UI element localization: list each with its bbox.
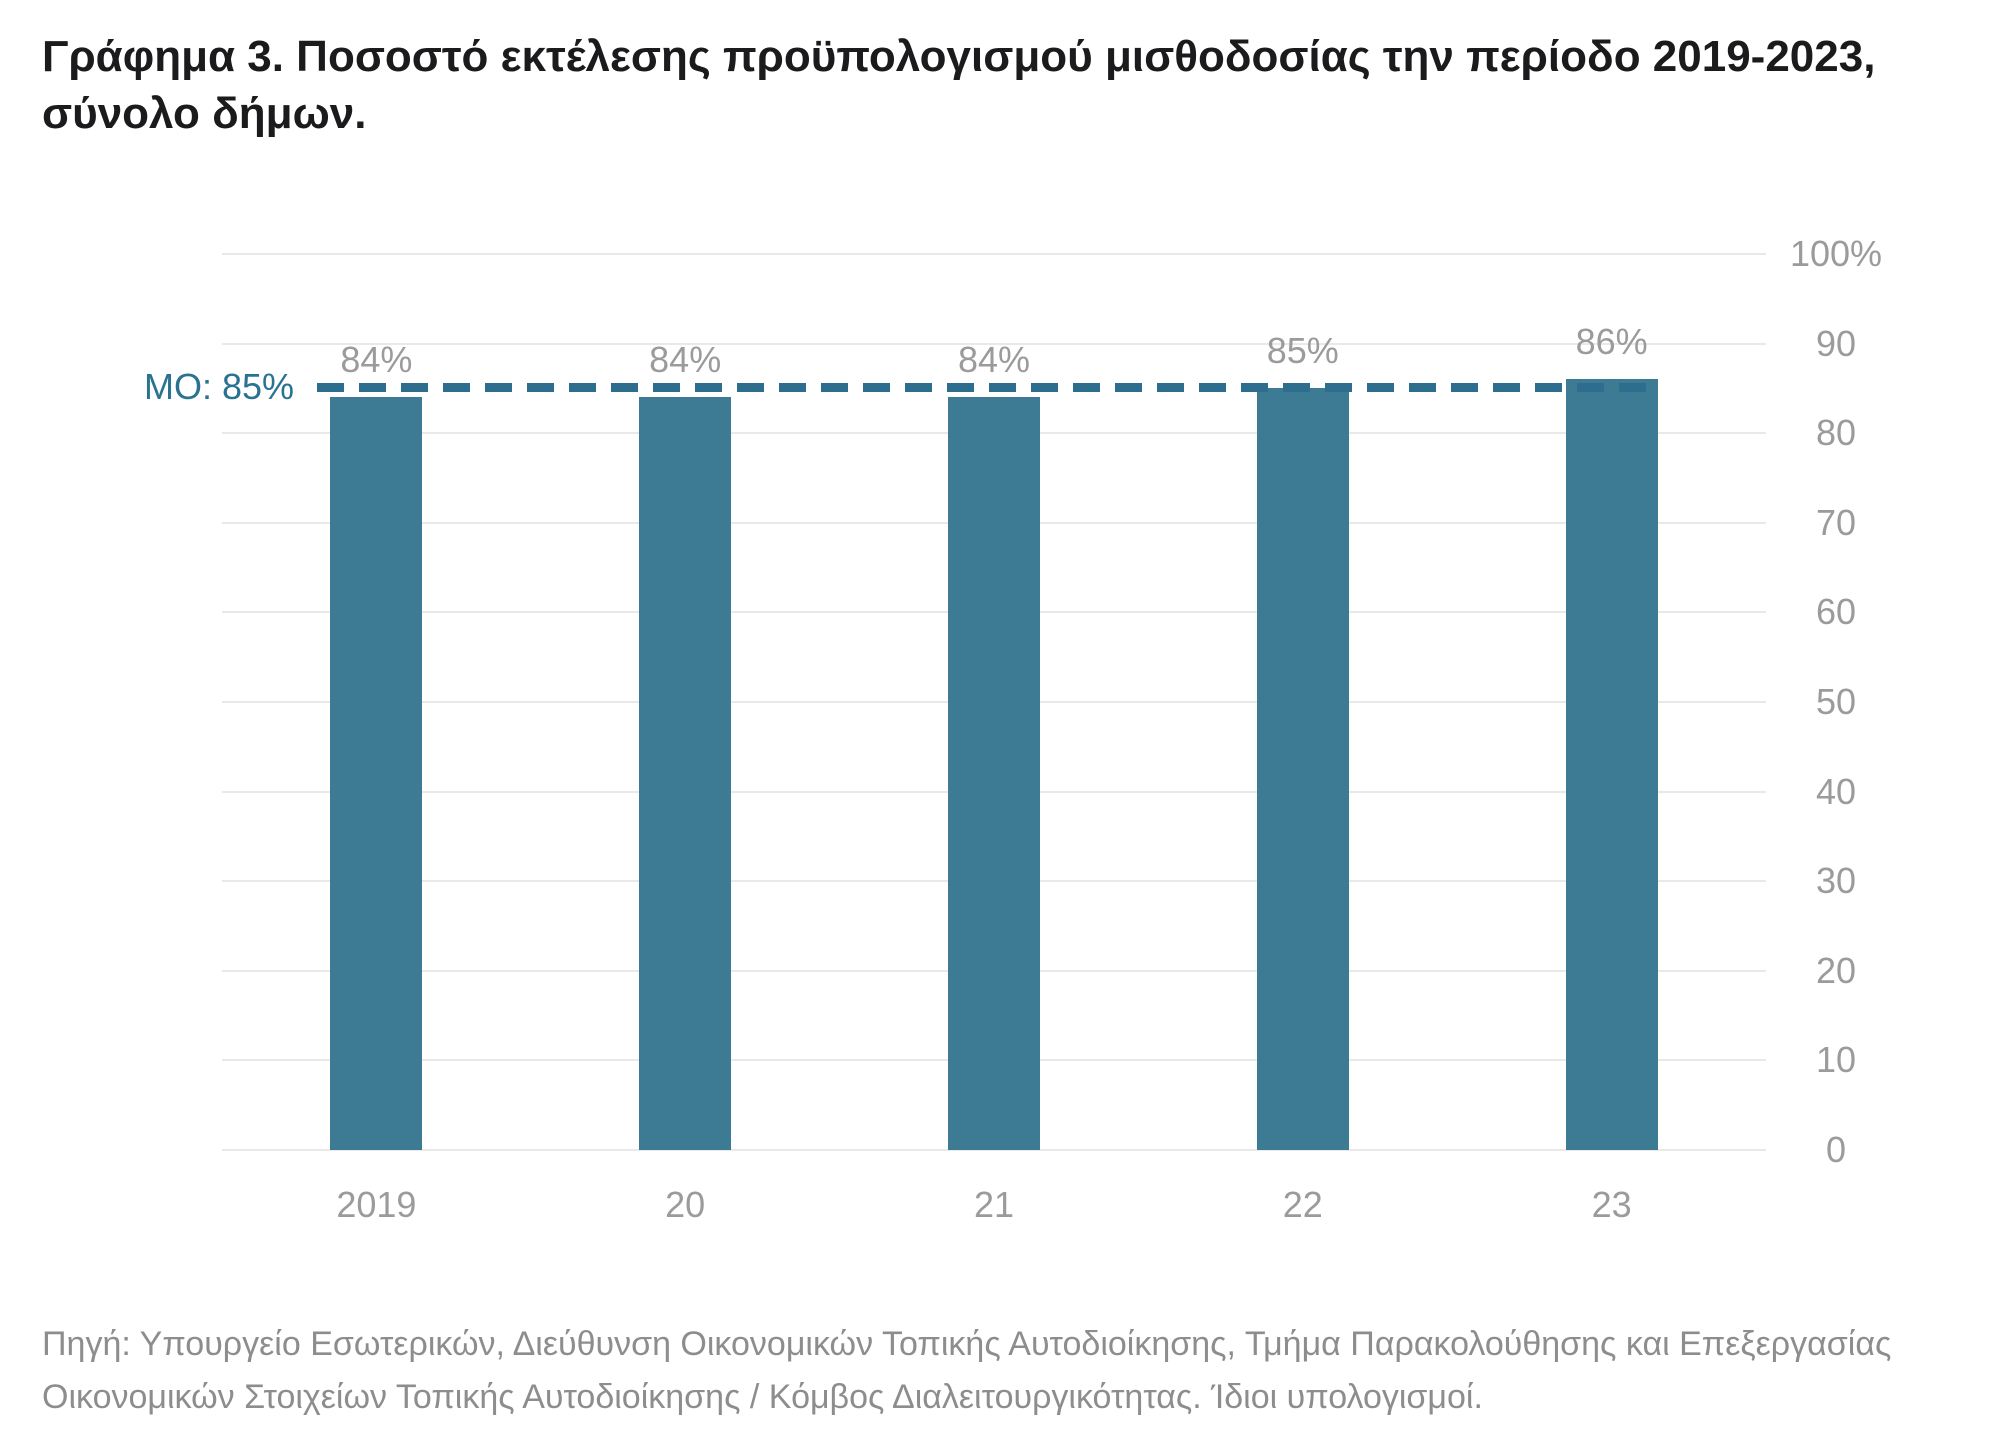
y-axis-tick-label: 70 [1815,501,1857,543]
y-axis-tick-label: 80 [1815,412,1857,454]
gridline [222,342,1766,345]
plot-area: 84% 84% 84% 85% 86% [222,253,1766,1151]
y-axis-tick-label: 0 [1825,1129,1847,1170]
y-axis-tick-label: 30 [1815,860,1857,902]
mean-dashed-line [317,383,1658,393]
x-axis: 2019 20 21 22 23 [222,1184,1766,1228]
y-axis-tick-label: 60 [1815,591,1857,633]
y-axis-tick-label: 40 [1815,770,1857,812]
x-axis-tick-label: 21 [973,1184,1015,1225]
mean-line-label: ΜΟ: 85% [144,366,295,407]
y-axis: 0 10 20 30 40 50 60 70 80 90 100% [1776,236,1896,1168]
bar-2019: 84% [330,339,423,1150]
gridline [222,253,1766,255]
bar-value-label: 84% [340,339,413,381]
bar-value-label: 84% [649,339,722,381]
bar-20: 84% [639,339,732,1150]
y-axis-tick-label: 100% [1789,233,1883,274]
y-axis-tick-label: 50 [1815,681,1857,722]
y-axis-tick-label: 20 [1815,949,1857,991]
source-note-line-2: Οικονομικών Στοιχείων Τοπικής Αυτοδιοίκη… [42,1377,1483,1416]
bar-value-label: 84% [957,339,1031,381]
x-axis-tick-label: 23 [1591,1184,1632,1225]
bar-23: 86% [1565,321,1658,1150]
x-axis-tick-label: 2019 [336,1184,417,1225]
source-note-line-1: Πηγή: Υπουργείο Εσωτερικών, Διεύθυνση Οι… [42,1325,1892,1363]
source-note: Πηγή: Υπουργείο Εσωτερικών, Διεύθυνση Οι… [42,1318,1891,1423]
bar-21: 84% [948,339,1040,1150]
y-axis-tick-label: 90 [1815,322,1857,364]
chart-title-line-1: Γράφημα 3. Ποσοστό εκτέλεσης προϋπολογισ… [42,32,1876,81]
y-axis-tick-label: 10 [1815,1039,1857,1081]
x-axis-tick-label: 20 [665,1184,706,1225]
gridline [222,1149,1766,1151]
chart-title-line-2: σύνολο δήμων. [42,89,367,139]
chart-title: Γράφημα 3. Ποσοστό εκτέλεσης προϋπολογισ… [42,28,1875,142]
bar-value-label: 86% [1575,321,1648,363]
bar-22: 85% [1256,330,1349,1150]
bar-value-label: 85% [1266,330,1339,372]
x-axis-tick-label: 22 [1282,1184,1323,1225]
